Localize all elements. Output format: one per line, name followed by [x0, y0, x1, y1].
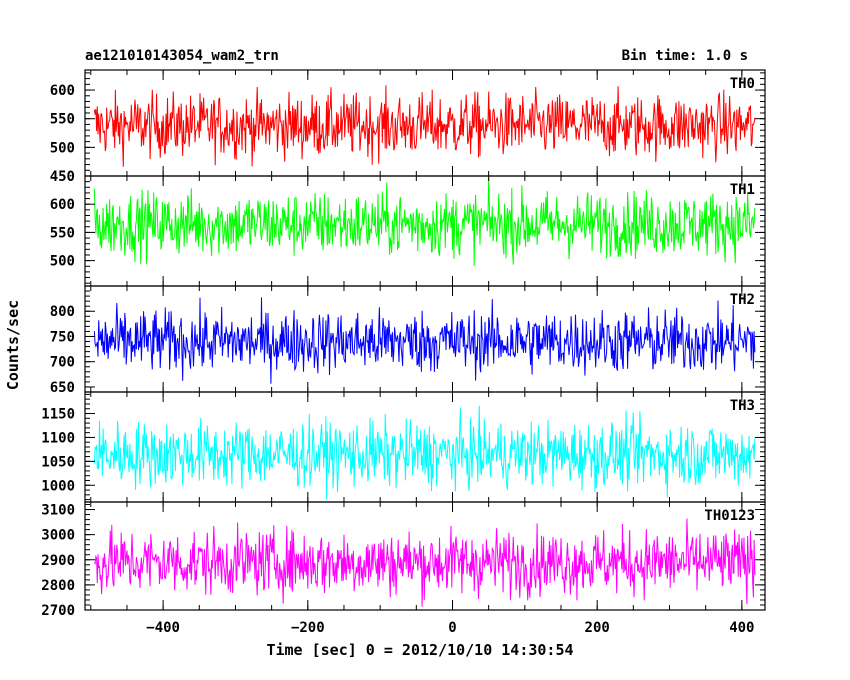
panel-th0123: 2700 2800 2900 3000 3100 TH0123 [41, 501, 766, 619]
x-tick-label: −400 [146, 620, 180, 636]
y-tick-label: 1000 [41, 478, 75, 494]
panel-name-label: TH0 [730, 76, 755, 92]
y-tick-label: 750 [50, 329, 75, 345]
x-tick-label: 400 [729, 620, 754, 636]
y-tick-label: 550 [50, 225, 75, 241]
y-tick-label: 600 [50, 83, 75, 99]
y-tick-label: 3000 [41, 528, 75, 544]
x-axis-label: Time [sec] 0 = 2012/10/10 14:30:54 [266, 641, 573, 659]
x-tick-label: 200 [585, 620, 610, 636]
panel-th3: 1000 1050 1100 1150 TH3 [41, 391, 766, 503]
panel-th0: 450 500 550 600 TH0 [50, 69, 766, 185]
panel-name-label: TH2 [730, 292, 755, 308]
y-tick-label: 600 [50, 197, 75, 213]
x-tick-label: −200 [291, 620, 325, 636]
y-tick-label: 450 [50, 169, 75, 185]
y-tick-label: 650 [50, 380, 75, 396]
chart-title: ae121010143054_wam2_trn [85, 48, 279, 64]
series-line-th0123 [93, 518, 756, 607]
y-tick-label: 500 [50, 140, 75, 156]
y-axis-label: Counts/sec [4, 300, 22, 390]
series-line-th0 [93, 85, 756, 167]
panels-group: 450 500 550 600 TH0 500 550 600 TH1 650 700 750 800 T… [41, 69, 766, 619]
series-line-th2 [93, 297, 756, 384]
panel-frame [84, 501, 766, 611]
panel-name-label: TH1 [730, 182, 755, 198]
y-tick-label: 2900 [41, 553, 75, 569]
y-tick-label: 1150 [41, 407, 75, 423]
panel-name-label: TH0123 [704, 508, 755, 524]
y-tick-label: 3100 [41, 503, 75, 519]
x-tick-label: 0 [448, 620, 456, 636]
panel-name-label: TH3 [730, 398, 755, 414]
y-tick-label: 550 [50, 112, 75, 128]
y-tick-label: 1050 [41, 454, 75, 470]
y-tick-label: 700 [50, 355, 75, 371]
y-tick-label: 2800 [41, 578, 75, 594]
y-tick-label: 2700 [41, 603, 75, 619]
y-tick-label: 1100 [41, 430, 75, 446]
x-axis: −400 −200 0 200 400 [146, 620, 754, 636]
series-line-th3 [93, 405, 756, 500]
panel-th1: 500 550 600 TH1 [50, 175, 766, 287]
bin-time-label: Bin time: 1.0 s [622, 48, 748, 64]
y-tick-label: 500 [50, 254, 75, 270]
y-tick-label: 800 [50, 304, 75, 320]
panel-th2: 650 700 750 800 TH2 [50, 285, 766, 396]
series-line-th1 [93, 177, 756, 267]
